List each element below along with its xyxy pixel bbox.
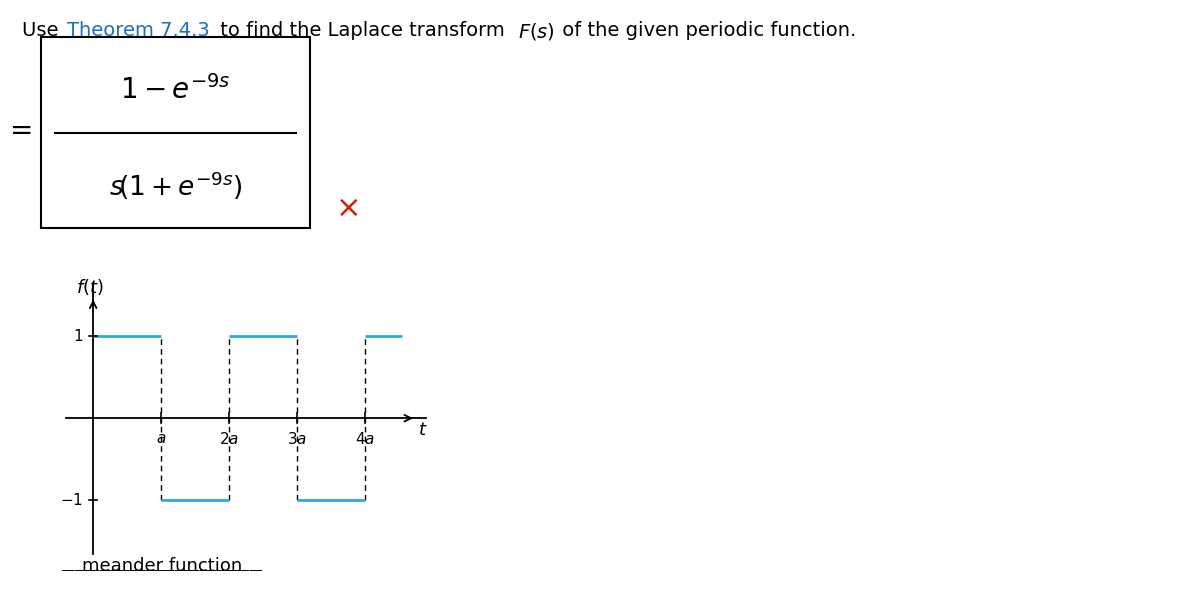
Text: $s\!\left(1 + e^{-9s}\right)$: $s\!\left(1 + e^{-9s}\right)$ (108, 169, 242, 201)
Text: meander function: meander function (82, 557, 242, 575)
Text: $1 - e^{-9s}$: $1 - e^{-9s}$ (120, 75, 230, 105)
Bar (41, 38, 310, 229)
Text: $4a$: $4a$ (355, 431, 374, 446)
Text: $f(t)$: $f(t)$ (76, 277, 104, 297)
Text: $a$: $a$ (156, 431, 167, 445)
Text: Use: Use (22, 21, 65, 39)
Text: $t$: $t$ (418, 421, 427, 439)
Text: $3a$: $3a$ (287, 431, 307, 446)
Text: $2a$: $2a$ (218, 431, 239, 446)
Text: Theorem 7.4.3: Theorem 7.4.3 (67, 21, 210, 39)
Text: $1$: $1$ (73, 328, 83, 344)
Text: $F(s)\ =$: $F(s)\ =$ (0, 115, 32, 145)
Text: $\times$: $\times$ (335, 194, 359, 223)
Text: to find the Laplace transform: to find the Laplace transform (214, 21, 511, 39)
Text: of the given periodic function.: of the given periodic function. (556, 21, 856, 39)
Text: $-1$: $-1$ (60, 492, 83, 508)
Text: ――――――――――――――――: ―――――――――――――――― (62, 564, 262, 577)
Text: $F(s)$: $F(s)$ (518, 21, 556, 42)
